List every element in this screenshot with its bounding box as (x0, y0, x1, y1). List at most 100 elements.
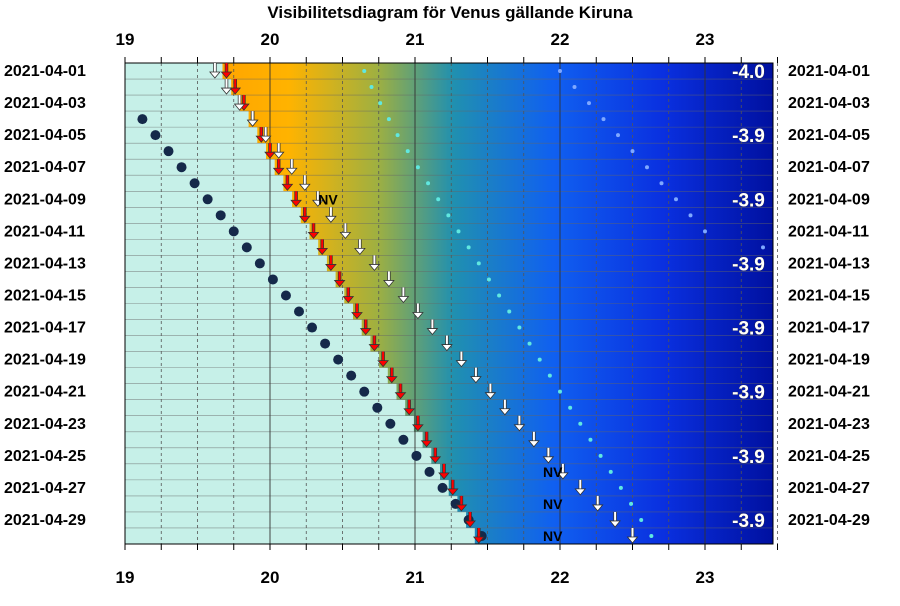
venus-set-arrow (351, 303, 363, 320)
sun-depression-arrow (368, 255, 381, 272)
date-label-right: 2021-04-03 (788, 95, 870, 112)
sun-depression-arrow (513, 415, 526, 432)
x-tick-label-top: 21 (406, 30, 425, 49)
venus-set-arrow (264, 143, 276, 159)
venus-set-arrow (412, 415, 424, 432)
not-visible-label: NV (543, 496, 563, 512)
date-label-right: 2021-04-05 (788, 127, 870, 144)
magnitude-label: -3.9 (732, 511, 765, 532)
x-tick-label-bottom: 23 (696, 568, 715, 587)
sun-depression-arrow (259, 127, 272, 143)
date-label-left: 2021-04-17 (4, 320, 86, 337)
venus-dot (163, 146, 174, 157)
sun-depression-arrow (542, 447, 555, 464)
date-label-left: 2021-04-07 (4, 159, 86, 176)
twilight-dot (446, 213, 451, 218)
twilight-dot (527, 341, 532, 346)
venus-set-arrow (272, 159, 285, 175)
venus-dot (176, 162, 187, 173)
night-dot (616, 133, 620, 138)
magnitude-label: -3.9 (732, 383, 765, 404)
sun-depression-arrow (591, 495, 604, 512)
venus-dot (241, 242, 252, 253)
date-label-left: 2021-04-23 (4, 416, 86, 433)
magnitude-label: -3.9 (732, 254, 765, 275)
sun-depression-arrow (220, 79, 233, 95)
venus-dot (215, 210, 226, 221)
night-dot (587, 101, 591, 106)
twilight-dot (537, 357, 542, 362)
sun-depression-arrow (609, 511, 621, 528)
date-label-right: 2021-04-07 (788, 159, 870, 176)
sun-depression-arrow (426, 319, 439, 336)
night-dot (630, 149, 635, 154)
date-label-left: 2021-04-19 (4, 352, 86, 369)
sun-depression-arrow (354, 239, 366, 256)
date-label-right: 2021-04-23 (788, 416, 870, 433)
venus-set-arrow (420, 431, 433, 448)
venus-set-arrow (290, 191, 302, 207)
date-label-left: 2021-04-09 (4, 191, 86, 208)
twilight-dot (362, 69, 367, 74)
twilight-dot (378, 101, 383, 106)
twilight-dot (415, 165, 420, 170)
venus-set-arrow (325, 255, 337, 272)
venus-set-arrow (385, 367, 398, 384)
venus-set-arrow (298, 207, 311, 223)
not-visible-label: NV (543, 464, 563, 480)
venus-set-arrow (316, 239, 329, 256)
twilight-dot (486, 277, 491, 282)
date-label-left: 2021-04-13 (4, 255, 86, 272)
date-label-right: 2021-04-09 (788, 191, 870, 208)
date-label-left: 2021-04-27 (4, 480, 86, 497)
venus-dot (372, 402, 383, 413)
venus-dot (150, 130, 161, 141)
sun-depression-arrow (528, 431, 540, 448)
magnitude-label: -4.0 (732, 62, 765, 83)
venus-dot (189, 178, 200, 189)
venus-dot (385, 418, 396, 429)
twilight-dot (547, 373, 552, 378)
venus-dot (280, 290, 291, 301)
date-label-right: 2021-04-11 (788, 223, 869, 240)
venus-set-arrow (333, 271, 346, 288)
night-dot (645, 165, 649, 170)
venus-set-arrow (472, 527, 485, 544)
venus-dot (437, 482, 448, 493)
twilight-dot (578, 421, 583, 426)
date-label-right: 2021-04-19 (788, 352, 870, 369)
sun-depression-arrow (397, 287, 410, 304)
date-label-right: 2021-04-27 (788, 480, 870, 497)
venus-set-arrow (220, 63, 233, 79)
night-dot (674, 197, 678, 202)
x-tick-label-bottom: 22 (551, 568, 570, 587)
date-label-left: 2021-04-01 (4, 63, 86, 80)
x-tick-label-top: 22 (551, 30, 570, 49)
date-label-left: 2021-04-29 (4, 512, 86, 529)
date-label-right: 2021-04-01 (788, 63, 870, 80)
twilight-dot (466, 245, 471, 250)
venus-dot (228, 226, 239, 237)
sun-depression-arrow (383, 271, 395, 288)
twilight-dot (649, 533, 654, 538)
x-tick-label-top: 23 (696, 30, 715, 49)
twilight-dot (507, 309, 512, 314)
magnitude-label: -3.9 (732, 447, 765, 468)
sun-depression-arrow (339, 223, 352, 239)
night-dot (558, 69, 562, 74)
twilight-dot (629, 501, 634, 506)
venus-dot (424, 466, 435, 477)
chart-title: Visibilitetsdiagram för Venus gällande K… (267, 3, 633, 22)
date-label-right: 2021-04-21 (788, 384, 870, 401)
twilight-dot (436, 197, 441, 202)
date-label-left: 2021-04-05 (4, 127, 86, 144)
night-dot (761, 245, 765, 250)
sun-depression-arrow (272, 143, 285, 159)
night-dot (703, 229, 707, 234)
date-label-left: 2021-04-11 (4, 223, 85, 240)
x-tick-label-top: 19 (116, 30, 135, 49)
venus-set-arrow (455, 495, 468, 512)
twilight-dot (476, 261, 481, 266)
twilight-dot (369, 85, 374, 90)
twilight-dot (568, 405, 573, 410)
